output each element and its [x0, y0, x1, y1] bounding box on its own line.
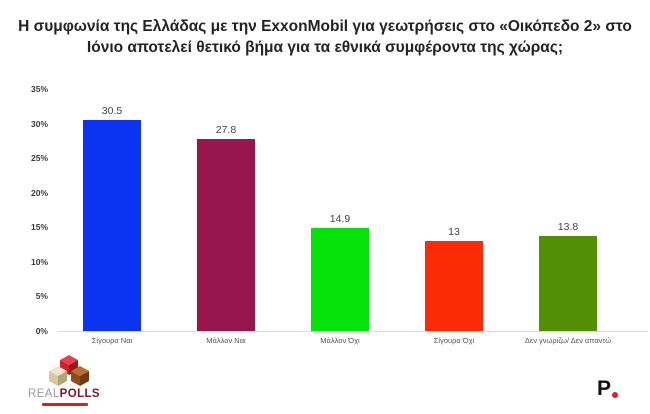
protagon-letter-p: P: [597, 377, 612, 400]
chart-title: Η συμφωνία της Ελλάδας με την ExxonMobil…: [18, 18, 632, 57]
bar-value-label-1: 27.8: [215, 123, 237, 136]
x-axis-category-label-4: Δεν γνωρίζω/ Δεν απαντώ: [524, 336, 612, 345]
bar-value-label-2: 14.9: [329, 212, 351, 225]
realpolls-wordmark-polls: POLLS: [59, 388, 100, 400]
x-axis-category-label-0: Σίγουρα Ναι: [91, 336, 133, 345]
bar-4: [539, 235, 597, 331]
realpolls-tagline-bar: [42, 402, 88, 406]
bar-3: [425, 241, 483, 331]
x-axis-category-label-3: Σίγουρα Όχι: [433, 336, 475, 345]
x-axis-category-label-2: Μάλλον Όχι: [320, 336, 360, 345]
y-axis-tick-label-4: 20%: [30, 187, 48, 198]
y-axis-tick-label-6: 30%: [30, 118, 48, 129]
realpolls-wordmark: REALPOLLS: [28, 388, 112, 401]
x-axis-category-label-1: Μάλλον Ναι: [206, 336, 246, 345]
bar-value-label-0: 30.5: [101, 105, 123, 118]
realpolls-wordmark-real: REAL: [28, 388, 60, 400]
bar-1: [197, 138, 255, 331]
protagon-logo: P: [597, 377, 619, 400]
y-axis-tick-label-5: 25%: [30, 153, 48, 164]
bar-0: [83, 120, 141, 331]
x-axis-baseline: [58, 331, 648, 332]
bar-value-label-4: 13.8: [557, 220, 579, 233]
bar-2: [311, 227, 369, 331]
protagon-red-dot-icon: [612, 392, 619, 398]
y-axis-tick-label-1: 5%: [35, 291, 48, 302]
y-axis-tick-label-3: 15%: [30, 222, 48, 233]
y-axis-tick-label-0: 0%: [35, 326, 48, 336]
realpolls-cubes-icon: [49, 355, 89, 386]
y-axis-tick-label-2: 10%: [30, 256, 48, 267]
realpolls-logo: REALPOLLS: [28, 355, 112, 411]
bar-value-label-3: 13: [448, 226, 460, 239]
y-axis-tick-label-7: 35%: [30, 84, 48, 94]
